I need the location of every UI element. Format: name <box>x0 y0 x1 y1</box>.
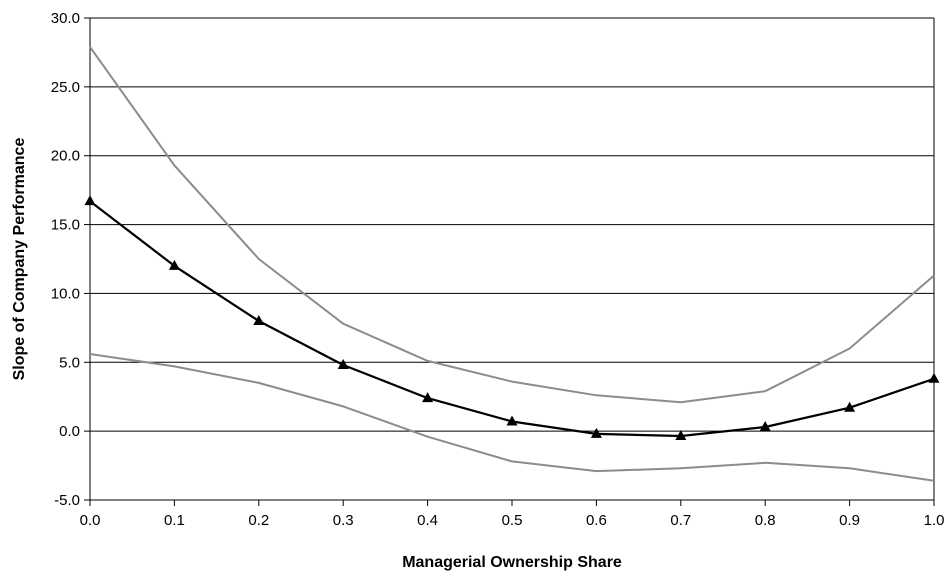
axes <box>84 17 935 506</box>
series-line-estimate <box>89 200 935 438</box>
x-tick-label: 0.8 <box>755 512 776 529</box>
y-tick-label: 20.0 <box>51 148 80 165</box>
y-tick-labels: 30.0 25.0 20.0 15.0 10.0 5.0 0.0 -5.0 <box>51 10 80 509</box>
x-tick-label: 0.0 <box>80 512 101 529</box>
data-point-triangle <box>675 429 687 440</box>
series-line-upper <box>89 46 935 404</box>
y-axis-title: Slope of Company Performance <box>11 138 28 381</box>
x-tick-label: 1.0 <box>924 512 945 529</box>
data-point-triangle <box>759 421 771 432</box>
x-tick-label: 0.6 <box>586 512 607 529</box>
y-tick-label: 15.0 <box>51 217 80 234</box>
data-point-triangle <box>337 359 349 370</box>
data-point-triangle <box>928 372 940 383</box>
data-point-triangle <box>422 392 434 403</box>
data-point-triangle <box>168 259 180 270</box>
y-tick-label: 5.0 <box>59 354 80 371</box>
x-tick-label: 0.7 <box>670 512 691 529</box>
x-tick-label: 0.4 <box>417 512 438 529</box>
series-line-lower <box>89 353 935 482</box>
data-point-triangle <box>506 415 518 426</box>
x-tick-label: 0.2 <box>248 512 269 529</box>
gridlines <box>90 17 934 432</box>
y-tick-label: 30.0 <box>51 10 80 27</box>
y-tick-label: -5.0 <box>54 492 80 509</box>
x-axis-title: Managerial Ownership Share <box>402 554 622 571</box>
x-tick-label: 0.1 <box>164 512 185 529</box>
data-point-triangle <box>84 195 96 206</box>
data-point-triangle <box>253 314 265 325</box>
x-tick-labels: 0.0 0.1 0.2 0.3 0.4 0.5 0.6 0.7 0.8 0.9 1.0 <box>80 512 945 529</box>
x-tick-label: 0.5 <box>502 512 523 529</box>
data-point-triangle <box>590 427 602 438</box>
data-point-triangle <box>844 401 856 412</box>
y-tick-label: 25.0 <box>51 79 80 96</box>
y-tick-label: 10.0 <box>51 285 80 302</box>
x-tick-label: 0.9 <box>839 512 860 529</box>
series-layer <box>84 46 940 482</box>
x-tick-label: 0.3 <box>333 512 354 529</box>
y-tick-label: 0.0 <box>59 423 80 440</box>
